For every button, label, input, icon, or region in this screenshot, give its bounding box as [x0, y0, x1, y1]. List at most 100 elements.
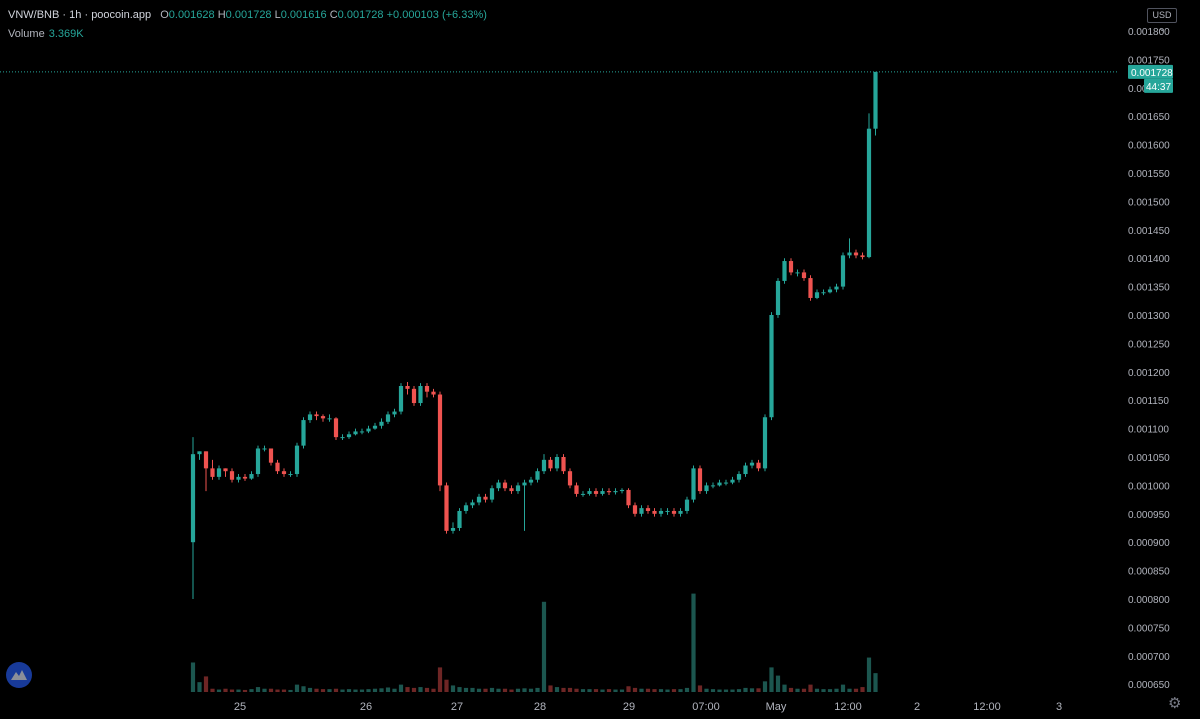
candle: [827, 286, 833, 294]
volume-bar: [359, 689, 365, 692]
candle: [229, 468, 235, 483]
candle: [756, 459, 761, 472]
volume-bar: [203, 676, 209, 692]
volume-bar: [470, 687, 475, 692]
candle: [808, 275, 813, 301]
candle: [645, 505, 651, 514]
candle: [704, 482, 709, 494]
y-tick-label: 0.001300: [1128, 311, 1170, 322]
y-tick-label: 0.000650: [1128, 680, 1170, 691]
volume-bar: [463, 687, 469, 692]
candle: [652, 508, 657, 517]
volume-bar: [281, 689, 287, 692]
volume-bar: [216, 689, 222, 692]
y-tick-label: 0.001550: [1128, 169, 1170, 180]
candle: [697, 465, 703, 494]
volume-bar: [795, 688, 800, 692]
candle: [320, 414, 326, 422]
volume-bar: [704, 688, 709, 692]
candle: [405, 382, 410, 395]
y-tick-label: 0.001600: [1128, 141, 1170, 152]
candle: [437, 391, 443, 492]
volume-bar: [619, 689, 625, 692]
volume-bar: [847, 688, 852, 692]
volume-bar: [626, 686, 631, 692]
price-axis[interactable]: 0.0018000.0017500.0017000.0016500.001600…: [1128, 27, 1170, 691]
low-value: 0.001616: [280, 9, 327, 21]
y-tick-label: 0.001650: [1128, 112, 1170, 123]
y-tick-label: 0.001100: [1128, 425, 1169, 436]
candle: [307, 411, 313, 423]
currency-select[interactable]: USD ⌄: [1147, 8, 1177, 33]
candle: [275, 459, 280, 475]
candle: [509, 485, 514, 494]
candle: [450, 522, 456, 534]
candle: [424, 383, 430, 398]
volume-bar: [346, 689, 352, 692]
volume-value: 3.369K: [48, 28, 84, 40]
candle: [743, 462, 748, 477]
interval-label[interactable]: 1h: [69, 9, 82, 21]
candle: [444, 482, 449, 534]
settings-gear-icon[interactable]: ⚙: [1168, 695, 1182, 712]
candle: [639, 505, 644, 517]
volume-bar: [431, 688, 436, 692]
y-tick-label: 0.001250: [1128, 339, 1170, 350]
y-tick-label: 0.001350: [1128, 283, 1170, 294]
chevron-down-icon: ⌄: [1158, 23, 1166, 33]
symbol-title[interactable]: VNW/BNB: [8, 9, 60, 21]
candle: [710, 482, 716, 489]
volume-bar: [665, 689, 670, 692]
candle: [515, 482, 521, 494]
candle: [554, 454, 560, 472]
candle: [210, 459, 215, 480]
volume-bar: [210, 688, 215, 692]
candle: [262, 445, 267, 452]
volume-bar: [840, 684, 846, 692]
volume-bar: [372, 688, 378, 692]
x-tick-label: 29: [623, 701, 635, 713]
countdown-value: 44:37: [1146, 82, 1171, 93]
volume-bar: [678, 689, 683, 692]
volume-bar: [697, 685, 703, 692]
candle: [502, 479, 508, 492]
volume-bar: [827, 689, 833, 692]
candle: [567, 468, 573, 489]
candle: [801, 269, 807, 281]
volume-bar: [392, 688, 397, 692]
y-tick-label: 0.001150: [1128, 396, 1169, 407]
volume-bar: [528, 688, 534, 692]
candle: [580, 491, 586, 497]
candle: [619, 488, 625, 494]
time-axis[interactable]: 25 26 27 28 29 07:00 May 12:00 2 12:00 3: [234, 701, 1062, 713]
candle: [346, 431, 352, 439]
volume-bar: [411, 687, 417, 692]
candle: [678, 508, 683, 517]
y-tick-label: 0.001800: [1128, 27, 1170, 38]
volume-bar: [613, 689, 618, 692]
y-tick-label: 0.001200: [1128, 368, 1170, 379]
y-tick-label: 0.001000: [1128, 481, 1170, 492]
volume-bar: [509, 689, 514, 692]
volume-bar: [730, 689, 735, 692]
candle: [749, 459, 755, 469]
volume-bar: [814, 688, 820, 692]
y-tick-label: 0.001050: [1128, 453, 1170, 464]
volume-bar: [450, 685, 456, 692]
candle: [314, 411, 319, 421]
candle: [333, 417, 339, 440]
tradingview-logo-icon[interactable]: [6, 662, 32, 688]
change-value: +0.000103 (+6.33%): [386, 9, 487, 21]
volume-bar: [314, 688, 319, 692]
candle: [431, 388, 436, 398]
candle: [736, 471, 742, 483]
candle: [236, 474, 241, 483]
x-tick-label: 28: [534, 701, 546, 713]
close-label: C: [329, 9, 338, 21]
last-price-value: 0.001728: [1131, 68, 1173, 79]
x-tick-label: 27: [451, 701, 463, 713]
volume-bar: [821, 689, 826, 692]
y-tick-label: 0.001400: [1128, 254, 1170, 265]
volume-bar: [749, 688, 755, 692]
